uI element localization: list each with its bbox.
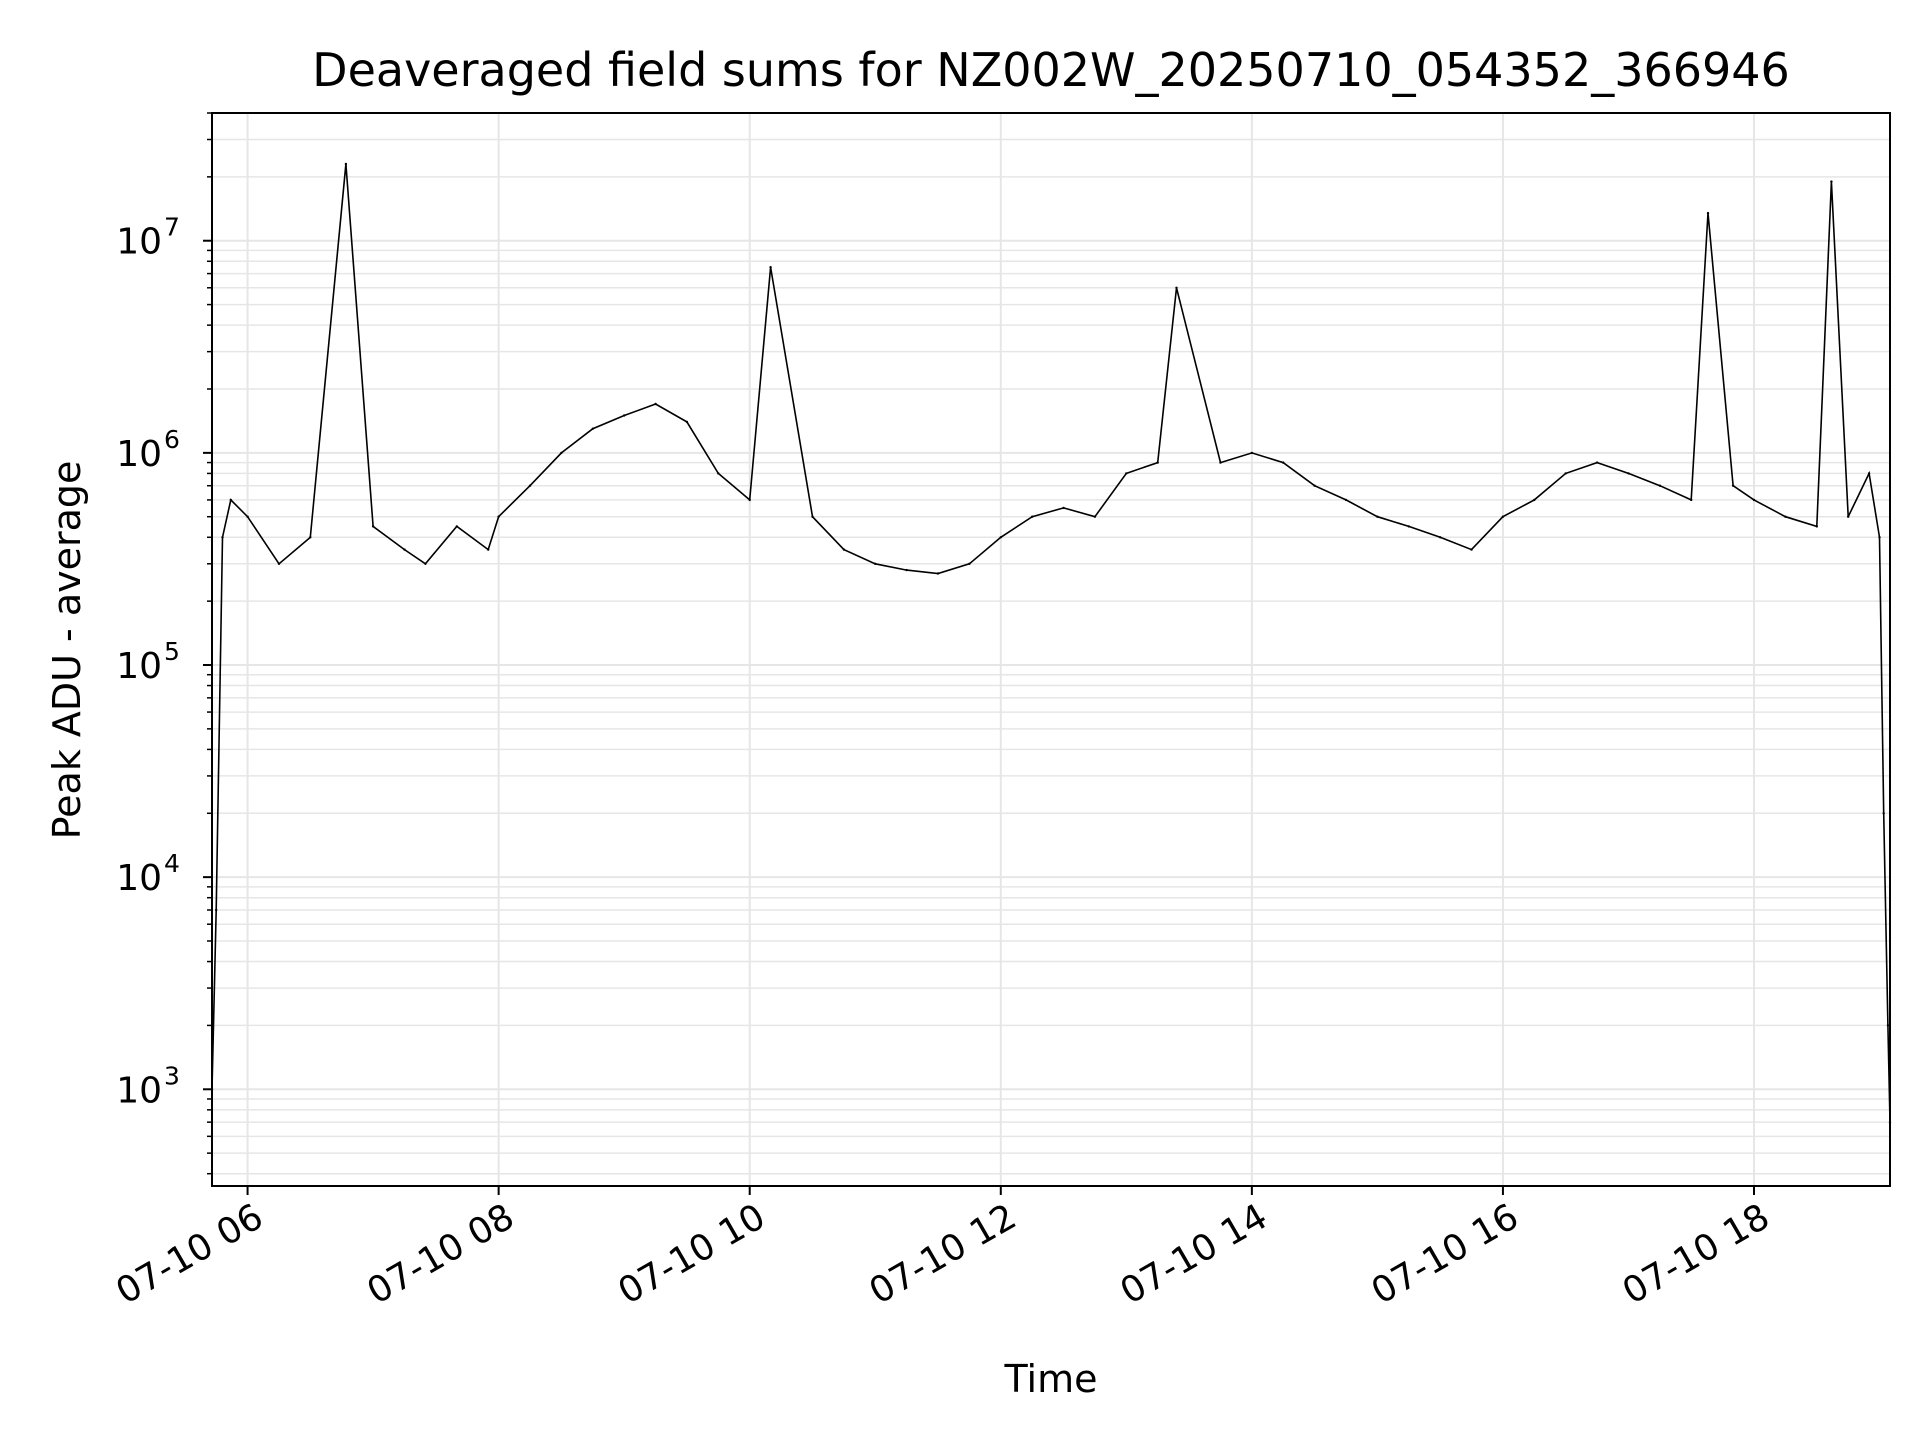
data-point (277, 562, 281, 565)
y-axis-label: Peak ADU - average (45, 461, 89, 840)
data-point (1690, 498, 1693, 502)
data-point (497, 515, 500, 518)
y-tick-label-exponent: 7 (164, 213, 180, 242)
data-point (1830, 180, 1833, 183)
data-point (1344, 498, 1348, 502)
data-point (371, 525, 375, 528)
y-tick-label-exponent: 3 (164, 1061, 180, 1090)
data-point (748, 498, 751, 502)
y-tick-label-base: 10 (116, 1070, 162, 1111)
data-point (1125, 472, 1128, 475)
y-tick-label-exponent: 5 (164, 637, 180, 666)
data-point (1501, 515, 1505, 518)
data-point (1815, 525, 1819, 528)
data-point (1886, 1024, 1890, 1027)
data-point (811, 515, 814, 518)
y-tick-label-base: 10 (116, 434, 162, 475)
data-point (999, 536, 1002, 539)
chart-title: Deaveraged field sums for NZ002W_2025071… (312, 43, 1790, 97)
x-axis-label: Time (1004, 1357, 1098, 1401)
data-point (1062, 506, 1065, 510)
data-point (1867, 472, 1871, 475)
y-tick-label-base: 10 (116, 858, 162, 899)
data-point (1533, 498, 1536, 502)
plot-frame (211, 112, 1891, 1187)
data-point (403, 548, 406, 551)
data-point (528, 484, 532, 487)
y-tick-label: 10 4 (116, 849, 180, 899)
y-tick-label: 10 6 (116, 425, 180, 475)
data-line-series (210, 162, 1892, 1124)
data-point (215, 908, 218, 912)
y-tick-label: 10 3 (116, 1061, 180, 1111)
data-point (1093, 515, 1097, 518)
y-tick-label-exponent: 6 (164, 425, 180, 454)
data-point (1627, 472, 1630, 475)
data-point (1564, 472, 1567, 475)
y-tick-label-exponent: 4 (164, 849, 180, 878)
data-point (685, 420, 689, 424)
data-point (1407, 525, 1411, 528)
data-point (1731, 484, 1735, 487)
y-tick-label: 10 5 (116, 637, 180, 687)
data-point (591, 427, 594, 430)
data-point (455, 525, 458, 528)
data-point (424, 562, 427, 565)
data-point (1175, 286, 1178, 289)
data-point (1376, 515, 1379, 518)
data-point (1250, 451, 1254, 455)
data-point (874, 562, 877, 565)
data-point (1156, 461, 1159, 464)
data-point (1313, 484, 1316, 487)
data-point (246, 515, 249, 518)
data-point (1031, 515, 1034, 518)
data-point (229, 498, 232, 502)
y-tick-label-base: 10 (116, 646, 162, 687)
data-point (1882, 812, 1885, 815)
data-point (1439, 536, 1442, 539)
series-line (211, 163, 1891, 1123)
y-tick-label-base: 10 (116, 222, 162, 263)
data-point (623, 414, 626, 417)
data-point (344, 162, 348, 166)
data-point (1470, 548, 1473, 551)
data-point (1282, 461, 1285, 464)
plot-area-background (212, 113, 1890, 1186)
data-point (1752, 498, 1756, 502)
data-point (1784, 515, 1787, 518)
data-point (309, 536, 312, 539)
y-tick-label: 10 7 (116, 213, 180, 263)
data-point (560, 451, 563, 455)
data-point (1219, 461, 1222, 464)
data-point (1595, 461, 1599, 464)
data-point (905, 568, 908, 572)
data-point (842, 548, 846, 551)
data-point (717, 472, 720, 475)
data-point (769, 266, 772, 269)
data-point (654, 402, 657, 406)
data-point (1706, 211, 1710, 215)
data-point (487, 548, 490, 551)
data-point (1658, 484, 1662, 487)
data-point (1878, 536, 1881, 539)
data-point (1847, 515, 1850, 518)
data-point (221, 536, 224, 539)
data-point (968, 562, 971, 565)
data-point (936, 572, 940, 575)
